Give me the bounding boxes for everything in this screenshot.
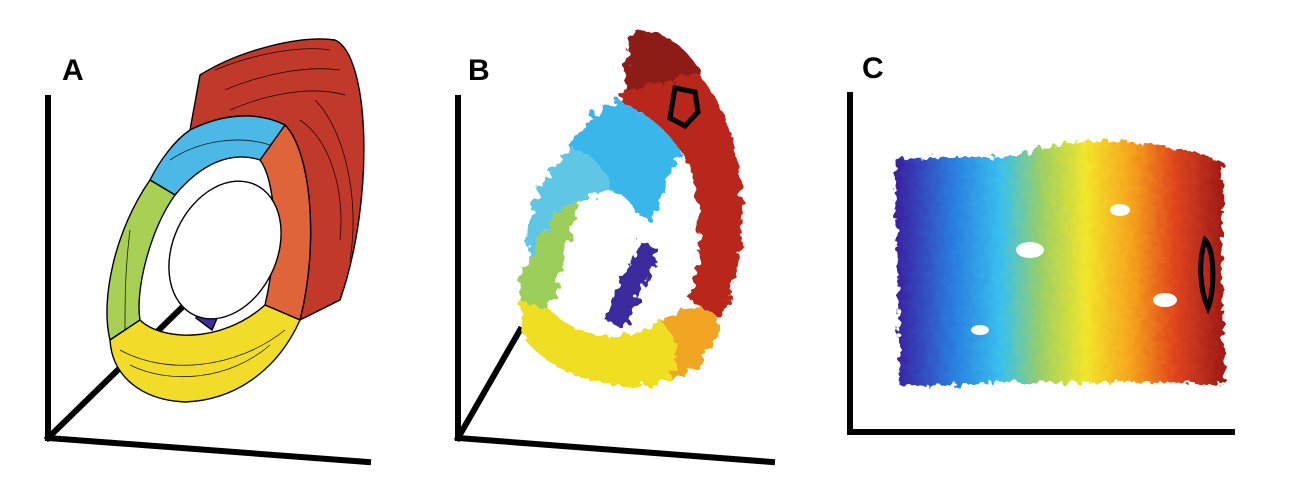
- panel-b-depth-axis: [453, 325, 525, 443]
- panel-b-plot: [453, 30, 776, 466]
- cloud-orange: [660, 308, 720, 380]
- panel-a-plot: [43, 38, 372, 466]
- cloud-green: [519, 200, 580, 310]
- swiss-roll-point-cloud: [519, 30, 743, 386]
- mesh-band-blue: [149, 115, 287, 196]
- cloud-hole: [576, 191, 640, 279]
- cloud-purple: [605, 240, 660, 330]
- panel-c-label: C: [862, 52, 884, 85]
- panel-a-horizontal-axis: [44, 434, 372, 466]
- panel-b-label: B: [468, 54, 490, 87]
- panel-c-marker-loop: [1198, 235, 1216, 315]
- mesh-grid-lines: [119, 48, 354, 378]
- embedding-gaps: [971, 204, 1177, 335]
- cloud-yellow: [520, 300, 677, 386]
- panel-c: C: [820, 0, 1314, 486]
- panel-c-plot: [847, 92, 1235, 435]
- panel-b-marker-loop: [667, 85, 701, 130]
- cloud-cyan: [527, 150, 615, 260]
- mesh-band-yellow: [109, 304, 301, 403]
- panel-b-axes: [453, 95, 776, 466]
- panel-c-axes: [847, 92, 1235, 435]
- unrolled-embedding: [895, 140, 1224, 386]
- mesh-band-green: [106, 179, 177, 342]
- panel-b: B: [420, 0, 820, 486]
- mesh-hole: [168, 180, 282, 320]
- swiss-roll-mesh: [106, 38, 365, 403]
- cloud-red: [620, 30, 743, 320]
- panel-b-horizontal-axis: [454, 434, 776, 466]
- cloud-darkred: [625, 30, 700, 90]
- cloud-blue: [570, 100, 680, 220]
- panel-a-label: A: [62, 54, 84, 87]
- panel-a: A: [0, 0, 440, 486]
